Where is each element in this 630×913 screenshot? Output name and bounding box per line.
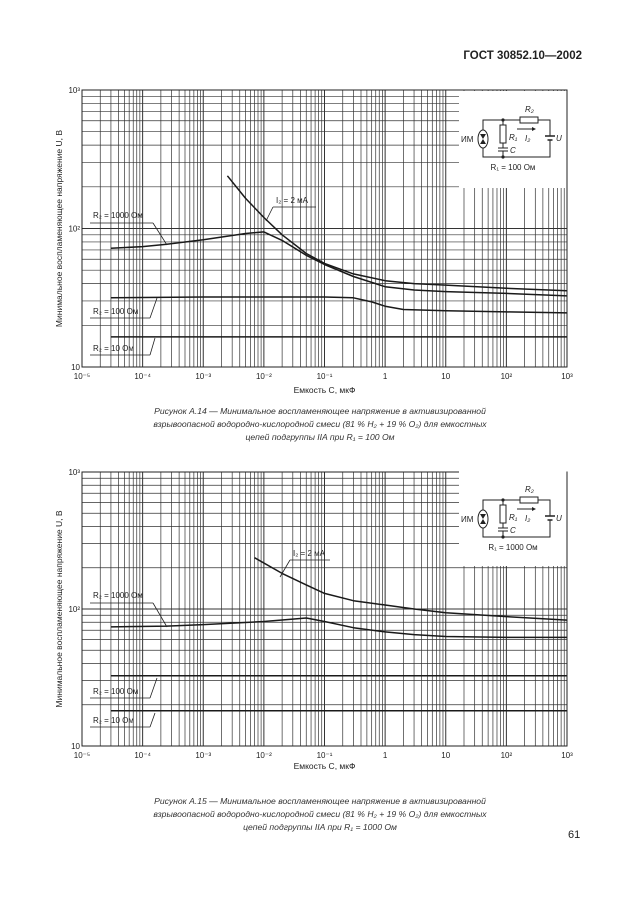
x-tick-label: 10⁻⁴	[134, 751, 151, 760]
capacitor-icon	[498, 500, 508, 537]
y-tick-label: 10²	[68, 605, 80, 614]
series-label-leader	[90, 712, 156, 728]
x-tick-label: 10³	[561, 372, 573, 381]
spark-gap-electrodes	[480, 514, 486, 524]
plot-frame	[81, 89, 568, 368]
spark-gap-icon	[477, 129, 489, 149]
inset-label-im: ИМ	[461, 515, 474, 524]
x-tick-label: 10⁻⁵	[74, 751, 90, 760]
series-label: R₂ = 100 Ом	[93, 687, 138, 696]
figure-caption-a15: Рисунок А.15 — Минимальное воспламеняюще…	[60, 795, 580, 834]
series-label-leader	[279, 559, 330, 578]
x-tick-label: 10²	[501, 751, 513, 760]
caption-line: Рисунок А.14 — Минимальное воспламеняюще…	[154, 406, 486, 416]
inset-label-u: U	[556, 134, 562, 143]
x-tick-label: 10⁻¹	[317, 372, 333, 381]
inset-label-r1: R₁	[509, 133, 518, 142]
caption-line: взрывоопасной водородно-кислородной смес…	[153, 809, 487, 819]
caption-line: цепей подгруппы IIA при R₁ = 1000 Ом	[243, 822, 397, 832]
inset-label-c: C	[510, 146, 516, 155]
series-label-leader	[90, 602, 168, 628]
x-tick-label: 10⁻⁵	[74, 372, 90, 381]
y-axis-label: Минимальное воспламеняющее напряжение U,…	[54, 510, 64, 707]
curve-series-1	[226, 175, 568, 292]
y-tick-label: 10³	[68, 468, 80, 477]
x-tick-label: 10⁻²	[256, 751, 272, 760]
caption-line: цепей подгруппы IIA при R₁ = 100 Ом	[245, 432, 395, 442]
x-tick-label: 10⁻¹	[317, 751, 333, 760]
inset-label-r2: R₂	[525, 485, 534, 494]
battery-icon	[545, 135, 555, 141]
page-number: 61	[568, 829, 581, 841]
spark-gap-electrodes	[480, 134, 486, 144]
x-tick-label: 10⁻²	[256, 372, 272, 381]
document-header: ГОСТ 30852.10—2002	[463, 50, 582, 62]
inset-background	[459, 471, 567, 566]
x-tick-label: 1	[383, 751, 388, 760]
series-label-leader	[90, 677, 158, 699]
inset-r1-value: R₁ = 100 Ом	[491, 163, 536, 172]
resistor-r2-icon	[519, 116, 539, 124]
chart-1: 10⁻⁵ 10⁻⁴ 10⁻³ 10⁻² 10⁻¹ 1 10 10² 10³ 10 10² 10³ Емк…	[54, 86, 573, 395]
y-axis-label: Минимальное воспламеняющее напряжение U,…	[54, 130, 64, 327]
junction-dot	[501, 118, 505, 122]
curve-series-2	[110, 231, 568, 297]
plot-frame	[81, 471, 568, 747]
series-label-leader	[90, 222, 168, 246]
series-label-leader	[90, 337, 156, 356]
x-axis-label: Емкость C, мкФ	[294, 761, 356, 771]
series-label: R₂ = 10 Ом	[93, 716, 134, 725]
inset-label-r2: R₂	[525, 105, 534, 114]
circuit-wires	[482, 119, 551, 158]
resistor-r2-icon	[519, 496, 539, 504]
x-tick-label: 10⁻⁴	[134, 372, 151, 381]
inset-label-i2: I₂	[525, 514, 530, 523]
capacitor-icon	[498, 120, 508, 157]
junction-dot	[501, 155, 505, 159]
x-tick-label: 1	[383, 372, 388, 381]
series-label: R₂ = 10 Ом	[93, 344, 134, 353]
series-label: I₂ = 2 мА	[293, 549, 326, 558]
junction-dot	[501, 535, 505, 539]
series-label: R₂ = 100 Ом	[93, 307, 138, 316]
series-label: I₂ = 2 мА	[276, 196, 309, 205]
x-tick-label: 10³	[561, 751, 573, 760]
battery-icon	[545, 515, 555, 521]
arrow-head	[532, 507, 536, 511]
series-label-leader	[90, 297, 158, 319]
x-axis-label: Емкость C, мкФ	[294, 385, 356, 395]
x-tick-label: 10⁻³	[195, 372, 211, 381]
junction-dot	[501, 498, 505, 502]
x-tick-label: 10	[441, 372, 450, 381]
figure-caption-a14: Рисунок А.14 — Минимальное воспламеняюще…	[60, 405, 580, 444]
inset-label-c: C	[510, 526, 516, 535]
circuit-wires	[482, 499, 551, 538]
inset-label-u: U	[556, 514, 562, 523]
caption-line: взрывоопасной водородно-кислородной смес…	[153, 419, 487, 429]
series-label: R₂ = 1000 Ом	[93, 211, 143, 220]
series-label-leader	[265, 206, 316, 222]
inset-label-im: ИМ	[461, 135, 474, 144]
series-label: R₂ = 1000 Ом	[93, 591, 143, 600]
x-tick-label: 10²	[501, 372, 513, 381]
y-tick-label: 10³	[68, 86, 80, 95]
curve-series-1	[254, 557, 568, 621]
circuit-inset: R₂ R₁ I₂ C U ИМ R₁ = 1000 Ом	[459, 471, 567, 566]
x-tick-label: 10	[441, 751, 450, 760]
spark-gap-icon	[477, 509, 489, 529]
y-tick-label: 10	[71, 742, 80, 751]
inset-label-r1: R₁	[509, 513, 518, 522]
y-tick-label: 10²	[68, 225, 80, 234]
x-tick-label: 10⁻³	[195, 751, 211, 760]
curve-series-3	[110, 296, 568, 314]
circuit-inset: R₂ R₁ I₂ C U ИМ R₁ = 100 Ом	[459, 91, 567, 188]
inset-label-i2: I₂	[525, 134, 530, 143]
inset-r1-value: R₁ = 1000 Ом	[488, 543, 537, 552]
curve-series-2	[110, 617, 567, 639]
chart-2: 10⁻⁵ 10⁻⁴ 10⁻³ 10⁻² 10⁻¹ 1 10 10² 10³ 10 10² 10³ Емк…	[54, 468, 573, 771]
caption-line: Рисунок А.15 — Минимальное воспламеняюще…	[154, 796, 486, 806]
y-tick-label: 10	[71, 363, 80, 372]
arrow-head	[532, 127, 536, 131]
